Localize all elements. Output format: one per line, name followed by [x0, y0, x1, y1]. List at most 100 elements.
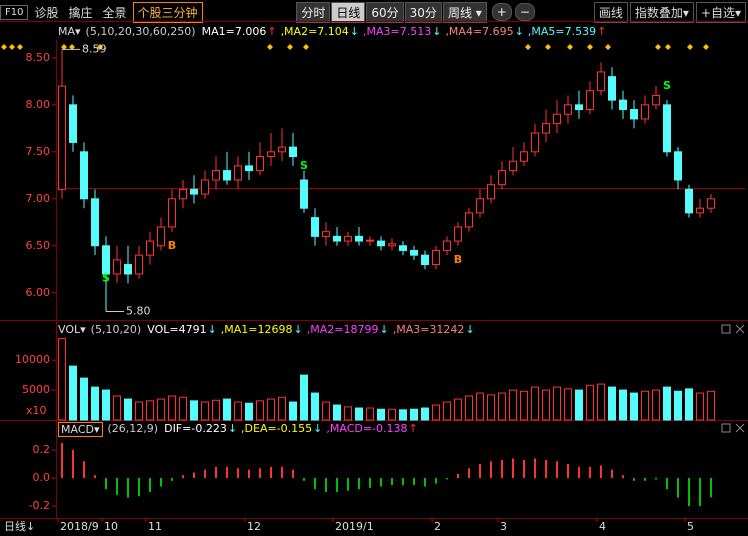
volume-bar: [597, 383, 605, 421]
y-tick-label: 0.2: [33, 443, 51, 456]
volume-bar: [399, 409, 407, 421]
volume-bar: [421, 407, 429, 421]
candle-body: [696, 207, 704, 214]
volume-bar: [652, 389, 660, 421]
x-tick-label: 5: [687, 520, 694, 533]
volume-bar: [278, 396, 286, 421]
volume-bar: [267, 398, 275, 421]
volume-bar: [168, 395, 176, 421]
vol-legend: VOL▾ (5,10,20) VOL=4791 ↓ ,MA1=12698 ↓ ,MA2=18…: [58, 323, 479, 336]
indicator-arrow: ↑: [267, 25, 277, 38]
candle-body: [157, 226, 165, 247]
candle-body: [520, 151, 528, 162]
candle-body: [135, 254, 143, 275]
tool-label: 自选: [710, 5, 735, 20]
trade-signal: B: [454, 253, 462, 266]
candle-body: [509, 160, 517, 172]
tool-label: 指数叠加: [634, 5, 683, 20]
candle-body: [575, 104, 583, 111]
nav-button[interactable]: 全景: [102, 5, 127, 20]
candle-body: [311, 217, 319, 237]
indicator-arrow: ↑: [408, 422, 418, 435]
x-tick-label: 2: [434, 520, 441, 533]
candle-body: [608, 76, 616, 101]
period-button[interactable]: 周线 ▾: [442, 1, 487, 23]
indicator-name[interactable]: MA▾: [58, 25, 81, 38]
indicator-arrow: ↓: [432, 25, 442, 38]
indicator-value: ,MA4=7.695: [445, 25, 514, 38]
volume-bar: [234, 401, 242, 421]
price-annotation: 5.80: [126, 305, 151, 318]
candle-body: [124, 264, 132, 275]
volume-bar: [454, 398, 462, 421]
volume-bar: [465, 395, 473, 421]
nav-button[interactable]: 擒庄: [68, 5, 93, 20]
candle-body: [421, 254, 429, 266]
y-tick-label: 7.00: [26, 192, 51, 205]
indicator-arrow: ↓: [227, 422, 238, 435]
indicator-value: ,MA3=31242: [392, 323, 465, 336]
period-button[interactable]: 分时: [296, 1, 331, 23]
time-axis-label: 日线↓: [4, 519, 35, 533]
indicator-arrow: ↑: [597, 25, 607, 38]
candle-body: [377, 240, 385, 247]
candle-body: [278, 146, 286, 153]
volume-bar: [630, 392, 638, 421]
volume-bar: [201, 401, 209, 421]
candle-body: [190, 188, 198, 195]
y-tick-label: 6.50: [26, 239, 51, 252]
zoom-out[interactable]: −: [514, 3, 535, 21]
candle-body: [212, 170, 220, 181]
volume-bar: [69, 365, 77, 421]
panel-icons: [721, 324, 745, 433]
y-tick-label: 8.50: [26, 51, 51, 64]
indicator-name[interactable]: VOL▾: [58, 323, 86, 336]
nav-button[interactable]: 诊股: [34, 5, 59, 20]
indicator-value: ,MA2=18799: [306, 323, 379, 336]
volume-bar: [586, 384, 594, 421]
indicator-value: ,MA5=7.539: [527, 25, 597, 38]
candle-body: [267, 151, 275, 158]
candle-body: [630, 109, 638, 120]
candle-body: [707, 198, 715, 209]
toolbar: F10 诊股 擒庄 全景 个股三分钟 分时 日线 60分 30分 周线 ▾ + − 画线 指数叠加▾ +自选…: [0, 1, 748, 23]
volume-bar: [388, 408, 396, 421]
volume-bar: [300, 374, 308, 421]
indicator-value: ,MA2=7.104: [280, 25, 349, 38]
period-button[interactable]: 日线: [331, 1, 366, 23]
indicator-params: (5,10,20,30,60,250): [85, 25, 196, 38]
event-markers: [1, 44, 709, 50]
volume-bar: [685, 388, 693, 421]
indicator-arrow: ↓: [514, 25, 524, 38]
volume-bar: [223, 398, 231, 421]
zoom-in[interactable]: +: [491, 3, 512, 21]
volume-bar: [322, 401, 330, 421]
candle-body: [597, 71, 605, 92]
volume-bar: [377, 408, 385, 421]
diamond: [1, 44, 709, 50]
candle-body: [223, 170, 231, 181]
x-tick-label: 3: [500, 520, 507, 533]
candle-body: [333, 235, 341, 242]
volume-bar: [256, 400, 264, 421]
indicator-name[interactable]: MACD▾: [58, 422, 103, 437]
volume-bar: [553, 386, 561, 421]
candle-body: [146, 240, 154, 256]
volume-bar: [476, 392, 484, 421]
volume-bar: [498, 392, 506, 421]
candle-body: [80, 151, 88, 200]
indicator-params: (5,10,20): [90, 323, 142, 336]
volume-bar: [443, 401, 451, 421]
x-tick-label: 10: [104, 520, 118, 533]
volume-bar: [146, 400, 154, 421]
candle-body: [454, 226, 462, 242]
candle-body: [344, 235, 352, 242]
y-tick-label: 6.00: [26, 286, 51, 299]
nav-button[interactable]: F10: [0, 4, 29, 20]
candle-body: [300, 179, 308, 209]
indicator-value: VOL=4791: [147, 323, 207, 336]
volume-bar: [575, 389, 583, 421]
indicator-arrow: ↓: [379, 323, 389, 336]
